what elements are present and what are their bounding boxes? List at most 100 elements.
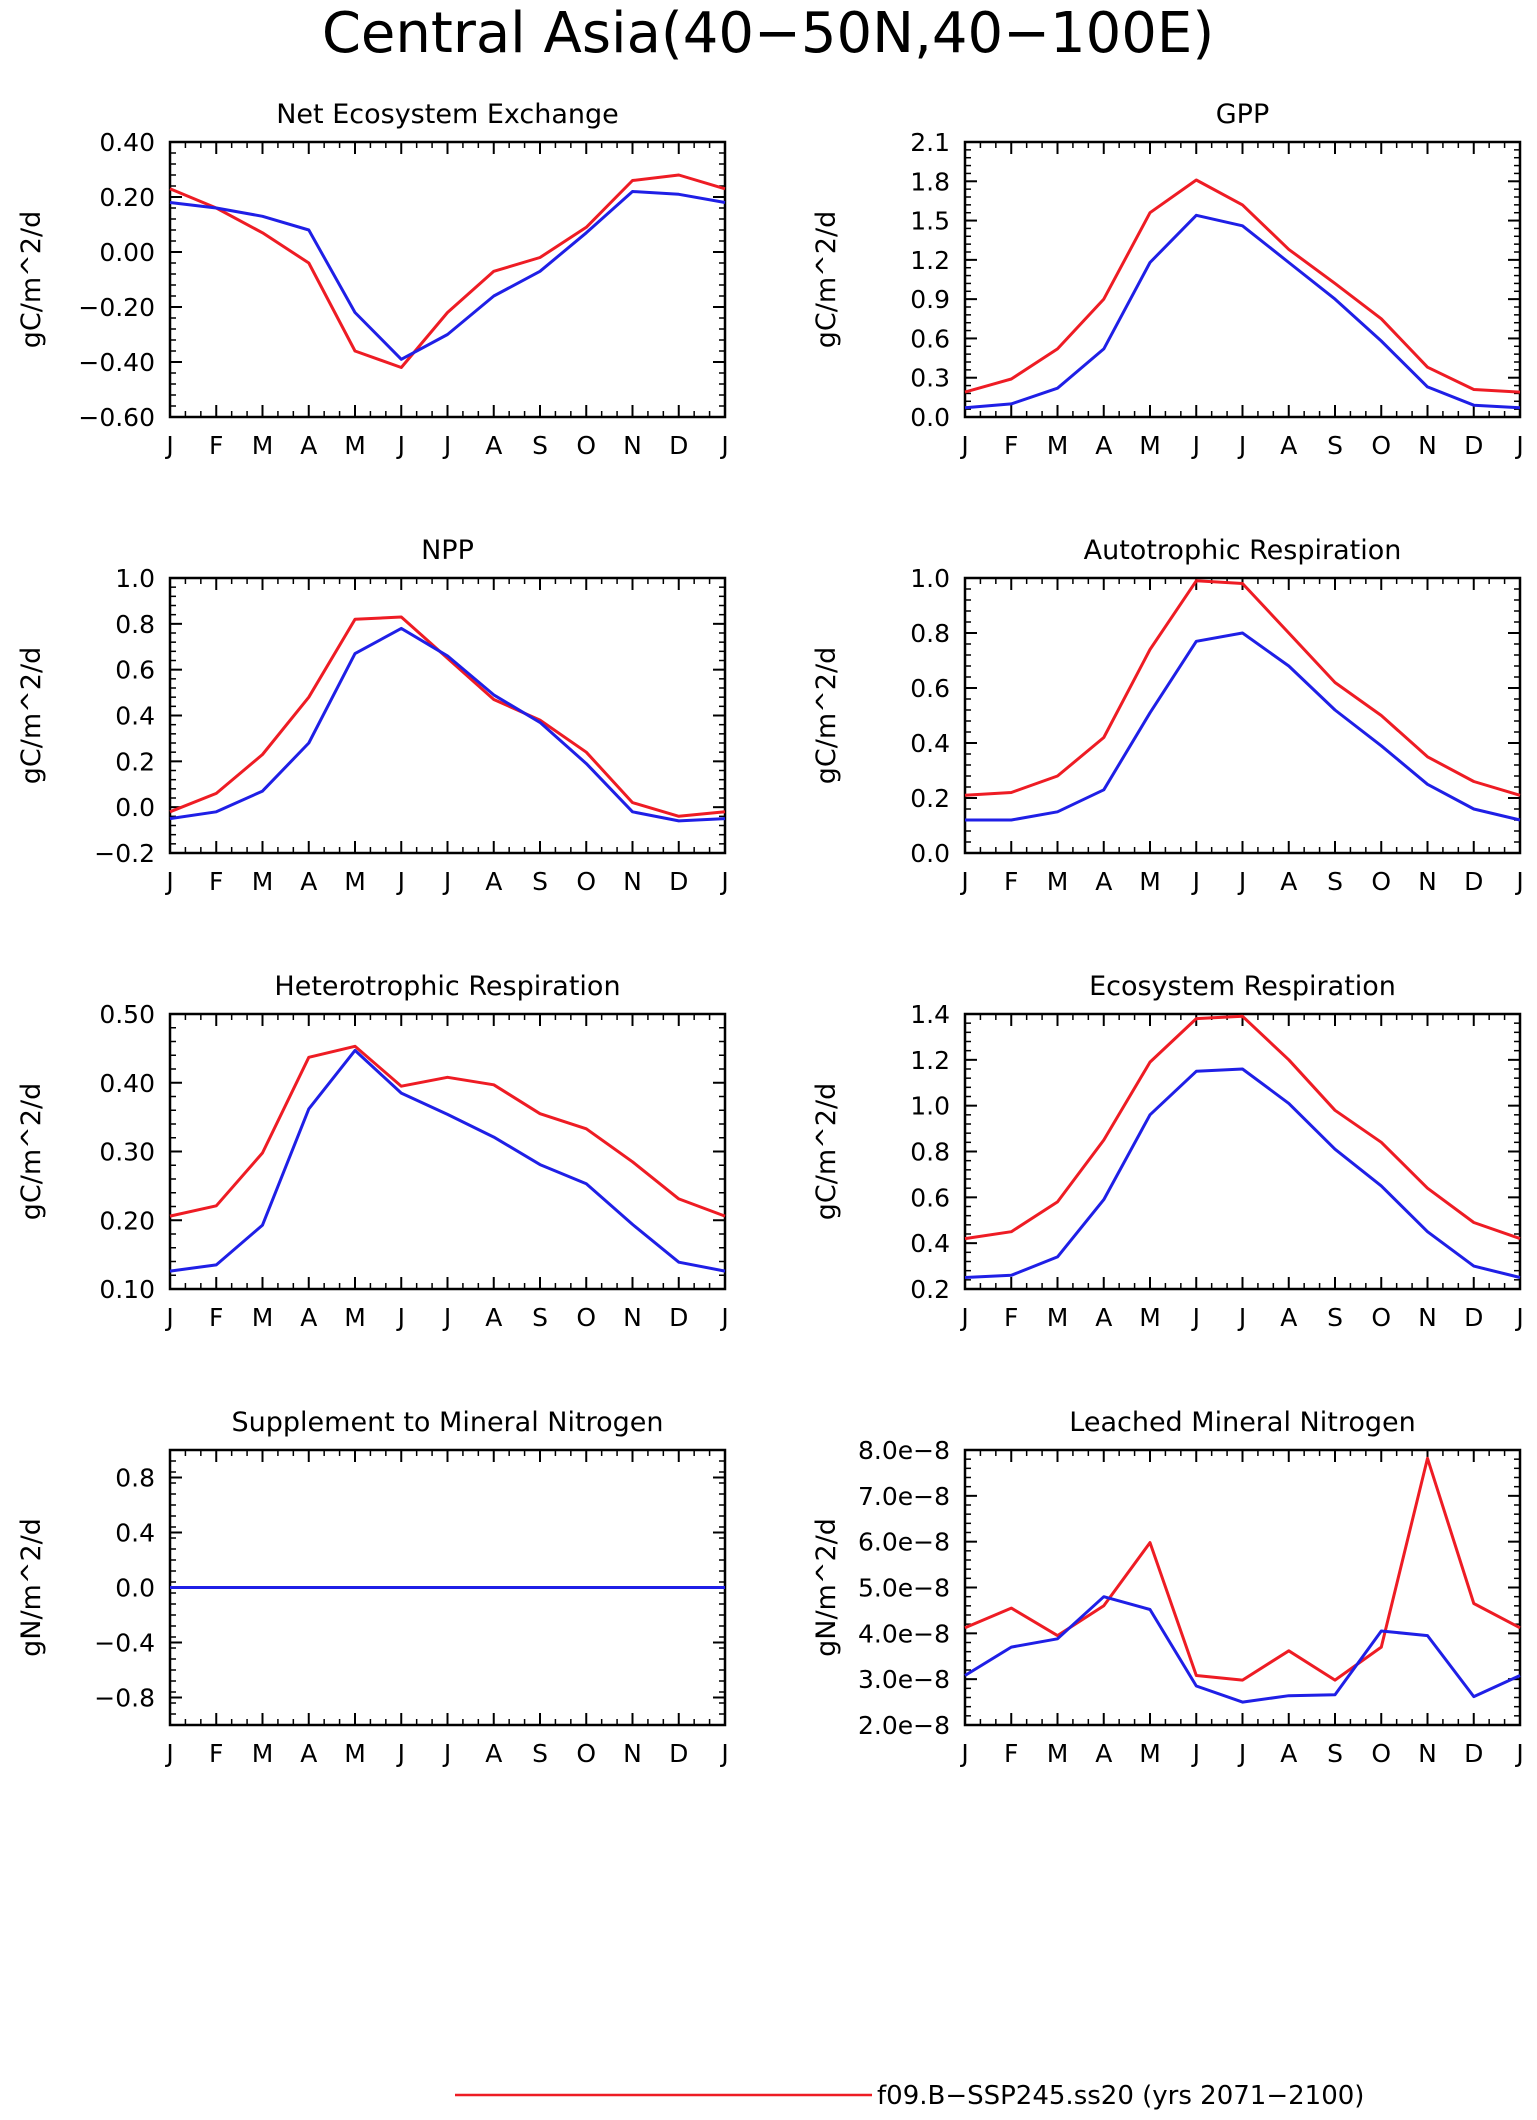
y-tick-label: 4.0e−8 [858,1619,950,1648]
x-tick-label: A [485,867,502,896]
x-tick-label: J [959,1303,968,1332]
x-tick-label: J [719,1303,728,1332]
x-tick-label: A [1095,431,1112,460]
x-tick-label: J [1514,431,1523,460]
y-tick-label: 0.8 [910,619,950,648]
y-tick-label: −0.8 [94,1684,155,1713]
y-tick-label: 0.2 [910,1275,950,1304]
x-tick-label: A [1280,1303,1297,1332]
x-tick-label: F [209,431,223,460]
x-tick-label: M [252,1739,274,1768]
x-tick-label: J [719,867,728,896]
x-tick-label: J [396,1303,405,1332]
x-tick-label: J [1191,867,1200,896]
plot-frame [963,1012,1522,1291]
series-line-blue [169,626,726,823]
y-axis-label: gN/m^2/d [811,1518,842,1657]
series-line-red [964,1014,1521,1241]
x-tick-label: D [669,431,688,460]
y-tick-label: 2.1 [910,128,950,157]
x-tick-label: J [719,1739,728,1768]
x-tick-label: A [300,1303,317,1332]
y-tick-label: 3.0e−8 [858,1665,950,1694]
x-tick-label: J [1191,1303,1200,1332]
series-line-red [169,615,726,818]
y-tick-label: −0.2 [94,839,155,868]
x-tick-label: A [300,431,317,460]
panel-title: Net Ecosystem Exchange [276,99,619,130]
y-tick-label: 0.0 [115,793,155,822]
y-tick-label: 0.40 [99,128,155,157]
x-tick-label: M [1047,867,1069,896]
series-line-red [964,178,1521,394]
y-tick-label: −0.4 [94,1629,155,1658]
x-tick-label: J [442,431,451,460]
y-tick-label: 0.4 [910,1229,950,1258]
y-tick-label: 1.5 [910,207,950,236]
x-tick-label: J [396,1739,405,1768]
plot-frame [168,576,727,855]
x-tick-label: M [1139,1739,1161,1768]
y-tick-label: −0.20 [78,293,155,322]
x-tick-label: S [1327,431,1343,460]
x-tick-label: F [1004,1303,1018,1332]
y-tick-label: 0.4 [115,1519,155,1548]
panel-title: GPP [1216,99,1270,130]
x-tick-label: N [623,867,642,896]
series-line-blue [964,1595,1521,1704]
x-tick-label: F [1004,431,1018,460]
y-tick-label: 1.0 [115,564,155,593]
y-tick-label: 1.0 [910,1092,950,1121]
y-tick-label: 0.10 [99,1275,155,1304]
y-tick-label: 0.6 [910,674,950,703]
x-tick-label: J [959,1739,968,1768]
x-tick-label: S [1327,867,1343,896]
y-axis-label: gC/m^2/d [16,647,47,784]
x-tick-label: O [576,1303,596,1332]
x-tick-label: A [1095,1739,1112,1768]
x-tick-label: M [1047,1303,1069,1332]
x-tick-label: A [1280,431,1297,460]
panel-title: Supplement to Mineral Nitrogen [232,1407,664,1438]
y-tick-label: 0.40 [99,1069,155,1098]
y-axis-label: gC/m^2/d [811,647,842,784]
y-tick-label: 0.6 [115,656,155,685]
x-tick-label: A [485,1739,502,1768]
y-tick-label: 0.2 [115,747,155,776]
x-tick-label: A [485,431,502,460]
x-tick-label: M [252,867,274,896]
y-tick-label: 0.4 [115,702,155,731]
plot-frame [168,1012,727,1291]
y-axis-label: gC/m^2/d [16,1083,47,1220]
x-tick-label: J [1237,1739,1246,1768]
x-tick-label: M [252,431,274,460]
x-tick-label: D [669,867,688,896]
x-tick-label: A [1280,1739,1297,1768]
y-tick-label: 0.30 [99,1138,155,1167]
y-tick-label: 1.2 [910,246,950,275]
y-tick-label: 0.4 [910,729,950,758]
series-line-red [964,579,1521,797]
y-tick-label: 7.0e−8 [858,1482,950,1511]
x-tick-label: J [164,1739,173,1768]
x-tick-label: A [1095,867,1112,896]
series-line-blue [964,213,1521,410]
y-tick-label: 0.6 [910,324,950,353]
panel-title: Heterotrophic Respiration [274,971,620,1002]
x-tick-label: F [1004,867,1018,896]
x-tick-label: A [1280,867,1297,896]
x-tick-label: M [1139,1303,1161,1332]
x-tick-label: S [1327,1739,1343,1768]
x-tick-label: J [442,1739,451,1768]
x-tick-label: J [396,431,405,460]
x-tick-label: J [164,431,173,460]
y-tick-label: 0.0 [910,403,950,432]
page-title: Central Asia(40−50N,40−100E) [322,1,1214,66]
y-tick-label: 1.4 [910,1000,950,1029]
y-tick-label: 0.6 [910,1183,950,1212]
